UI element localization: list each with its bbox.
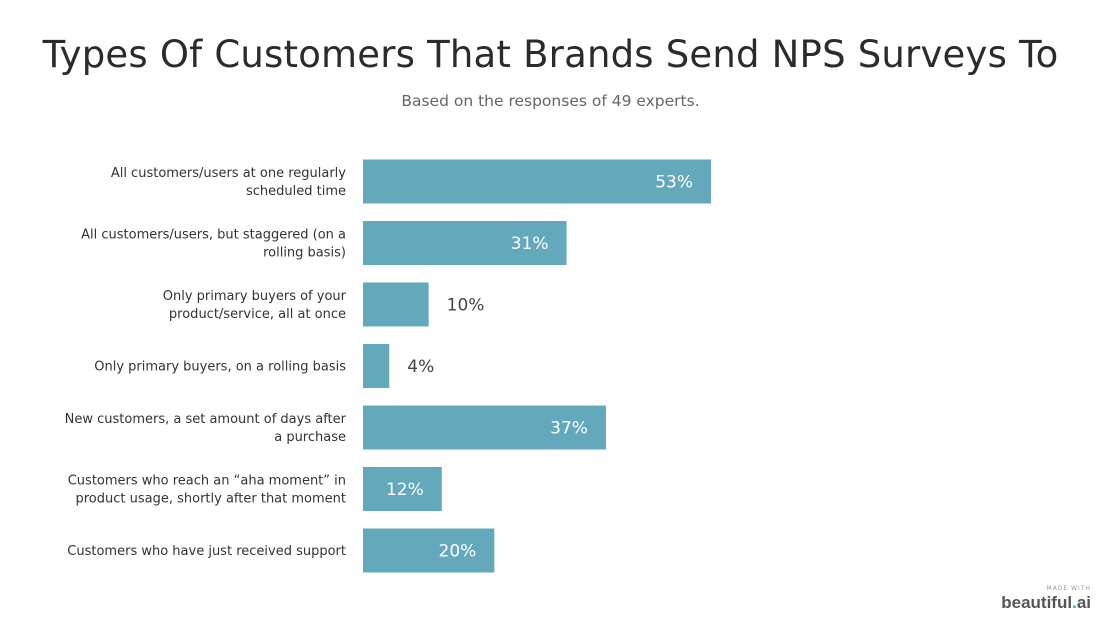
category-label: All customers/users at one regularly sche…	[111, 166, 346, 199]
value-label: 10%	[447, 296, 485, 316]
chart-title: Types Of Customers That Brands Send NPS …	[42, 33, 1059, 76]
value-label: 20%	[439, 542, 477, 562]
category-label: Customers who reach an “aha moment” in pr…	[68, 474, 346, 507]
bar	[363, 467, 442, 511]
beautiful-ai-logo: beautiful.ai	[1001, 593, 1091, 613]
logo-suffix: ai	[1076, 593, 1091, 612]
category-label: New customers, a set amount of days afte…	[65, 412, 347, 445]
bar	[363, 159, 711, 204]
bar	[363, 221, 567, 265]
bar	[363, 405, 606, 450]
made-with-badge[interactable]: MADE WITH beautiful.ai	[1001, 585, 1091, 613]
logo-dot: .	[1072, 593, 1077, 612]
category-label: All customers/users, but staggered (on a…	[81, 228, 346, 261]
bar	[363, 344, 390, 388]
bar	[363, 528, 495, 573]
value-label: 12%	[386, 480, 424, 500]
value-label: 37%	[550, 419, 588, 439]
category-label: Customers who have just received support	[67, 544, 346, 559]
category-label: Only primary buyers, on a rolling basis	[94, 360, 346, 375]
value-label: 4%	[407, 357, 434, 377]
value-label: 31%	[511, 234, 549, 254]
made-with-label: MADE WITH	[1046, 585, 1091, 592]
bar	[363, 282, 429, 327]
category-label: Only primary buyers of your product/servi…	[163, 289, 347, 322]
logo-text: beautiful	[1001, 593, 1073, 612]
value-label: 53%	[655, 173, 693, 193]
chart-subtitle: Based on the responses of 49 experts.	[401, 92, 700, 110]
